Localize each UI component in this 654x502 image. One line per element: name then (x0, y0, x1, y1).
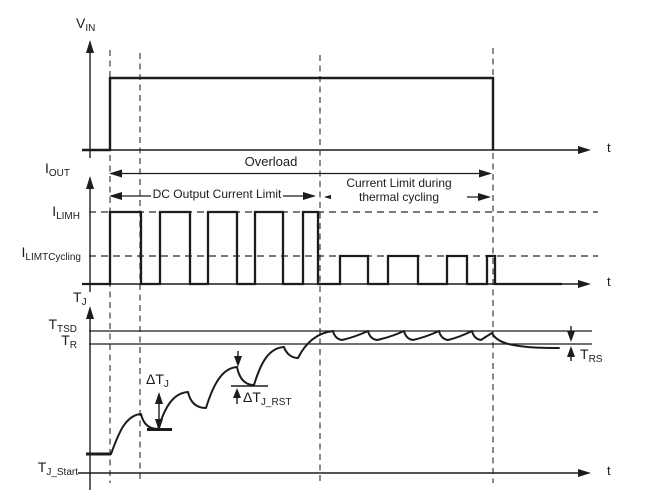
iout-axis-label: IOUT (45, 160, 70, 179)
vin-time-label: t (607, 140, 611, 155)
tj-start-label: TJ_Start (37, 459, 78, 478)
delta-tj-rst-arrow (231, 351, 268, 404)
overload-label: Overload (244, 154, 298, 169)
trs-label: TRS (580, 346, 603, 365)
thermal-cycling-label: Current Limit during thermal cycling (331, 176, 467, 204)
delta-tj-rst-label: ΔTJ_RST (243, 389, 292, 408)
iout-time-label: t (607, 274, 611, 289)
dc-limit-label: DC Output Current Limit (150, 187, 284, 201)
ttsd-label: TTSD (48, 316, 77, 335)
iout-waveform (82, 210, 562, 286)
tj-time-label: t (607, 463, 611, 478)
tj-axis-label: TJ (73, 289, 87, 308)
event-gridlines (109, 48, 494, 483)
ilimh-label: ILIMH (52, 203, 80, 222)
trs-arrow (567, 326, 575, 361)
delta-tj-arrow (147, 392, 172, 431)
vin-axis-label: VIN (76, 15, 96, 34)
tj-axes (78, 306, 591, 490)
ilimtcycling-label: ILIMTCycling (21, 244, 81, 263)
overload-span-arrow (109, 169, 492, 178)
tr-label: TR (61, 332, 77, 351)
vin-waveform (82, 76, 495, 152)
delta-tj-label: ΔTJ (146, 371, 169, 390)
tj-curve (110, 330, 560, 455)
vin-axes (82, 40, 591, 158)
